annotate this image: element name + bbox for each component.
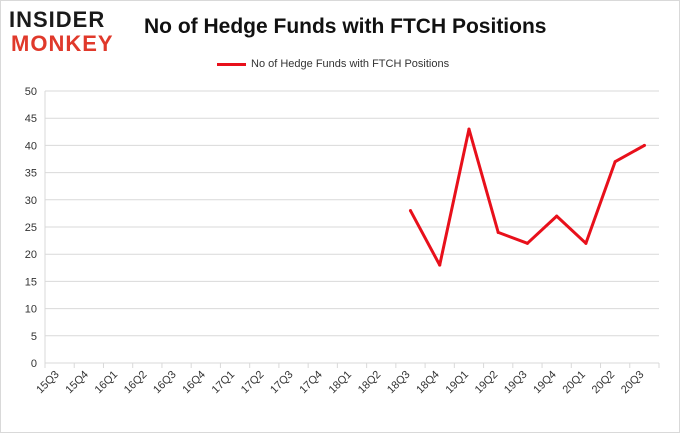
x-tick-label: 17Q4	[297, 369, 325, 397]
x-tick-label: 19Q1	[444, 369, 472, 397]
data-point	[584, 241, 588, 245]
x-tick-label: 19Q4	[531, 369, 559, 397]
y-tick-label: 25	[25, 222, 37, 234]
y-tick-label: 5	[31, 331, 37, 343]
y-tick-label: 30	[25, 195, 37, 207]
data-point	[642, 143, 646, 147]
x-tick-label: 15Q3	[34, 369, 62, 397]
y-tick-label: 15	[25, 276, 37, 288]
legend-swatch	[217, 62, 246, 66]
data-point	[438, 263, 442, 267]
x-tick-label: 19Q3	[502, 369, 530, 397]
x-tick-label: 18Q1	[327, 369, 355, 397]
x-tick-label: 16Q2	[122, 369, 150, 397]
insider-monkey-logo: INSIDER MONKEY	[9, 5, 127, 57]
x-tick-label: 20Q1	[561, 369, 589, 397]
x-tick-label: 16Q3	[151, 369, 179, 397]
series-layer	[408, 127, 646, 267]
logo-line-1: INSIDER	[9, 7, 106, 32]
data-point	[467, 127, 471, 131]
y-tick-label: 40	[25, 140, 37, 152]
data-point	[613, 160, 617, 164]
data-point	[555, 214, 559, 218]
x-tick-label: 17Q3	[268, 369, 296, 397]
x-tick-label: 17Q1	[210, 369, 238, 397]
x-tick-label: 20Q2	[590, 369, 618, 397]
x-tick-label: 18Q2	[356, 369, 384, 397]
y-tick-label: 35	[25, 168, 37, 180]
x-axis-ticks: 15Q3 15Q4 16Q1 16Q2 16Q3 16Q4 17Q1 17Q2 17Q3 17Q4…	[34, 369, 646, 397]
x-tick-label: 18Q4	[414, 369, 442, 397]
data-point	[496, 230, 500, 234]
data-point	[408, 209, 412, 213]
x-tick-label: 16Q1	[93, 369, 121, 397]
y-tick-label: 0	[31, 358, 37, 370]
x-tick-label: 18Q3	[385, 369, 413, 397]
y-tick-label: 45	[25, 113, 37, 125]
data-point	[525, 241, 529, 245]
x-tick-label: 19Q2	[473, 369, 501, 397]
y-axis-ticks: 0 5 10 15 20 25 30 35 40 45 50	[25, 86, 37, 370]
chart-legend: No of Hedge Funds with FTCH Positions	[217, 56, 449, 72]
x-tick-label: 15Q4	[63, 369, 91, 397]
y-tick-label: 10	[25, 304, 37, 316]
y-tick-label: 50	[25, 86, 37, 98]
logo-line-2: MONKEY	[11, 31, 114, 56]
y-tick-label: 20	[25, 249, 37, 261]
legend-label: No of Hedge Funds with FTCH Positions	[251, 58, 450, 70]
x-tick-label: 16Q4	[180, 369, 208, 397]
grid-lines	[44, 90, 660, 368]
x-tick-label: 20Q3	[619, 369, 647, 397]
x-tick-label: 17Q2	[239, 369, 267, 397]
chart-title: No of Hedge Funds with FTCH Positions	[144, 15, 547, 38]
